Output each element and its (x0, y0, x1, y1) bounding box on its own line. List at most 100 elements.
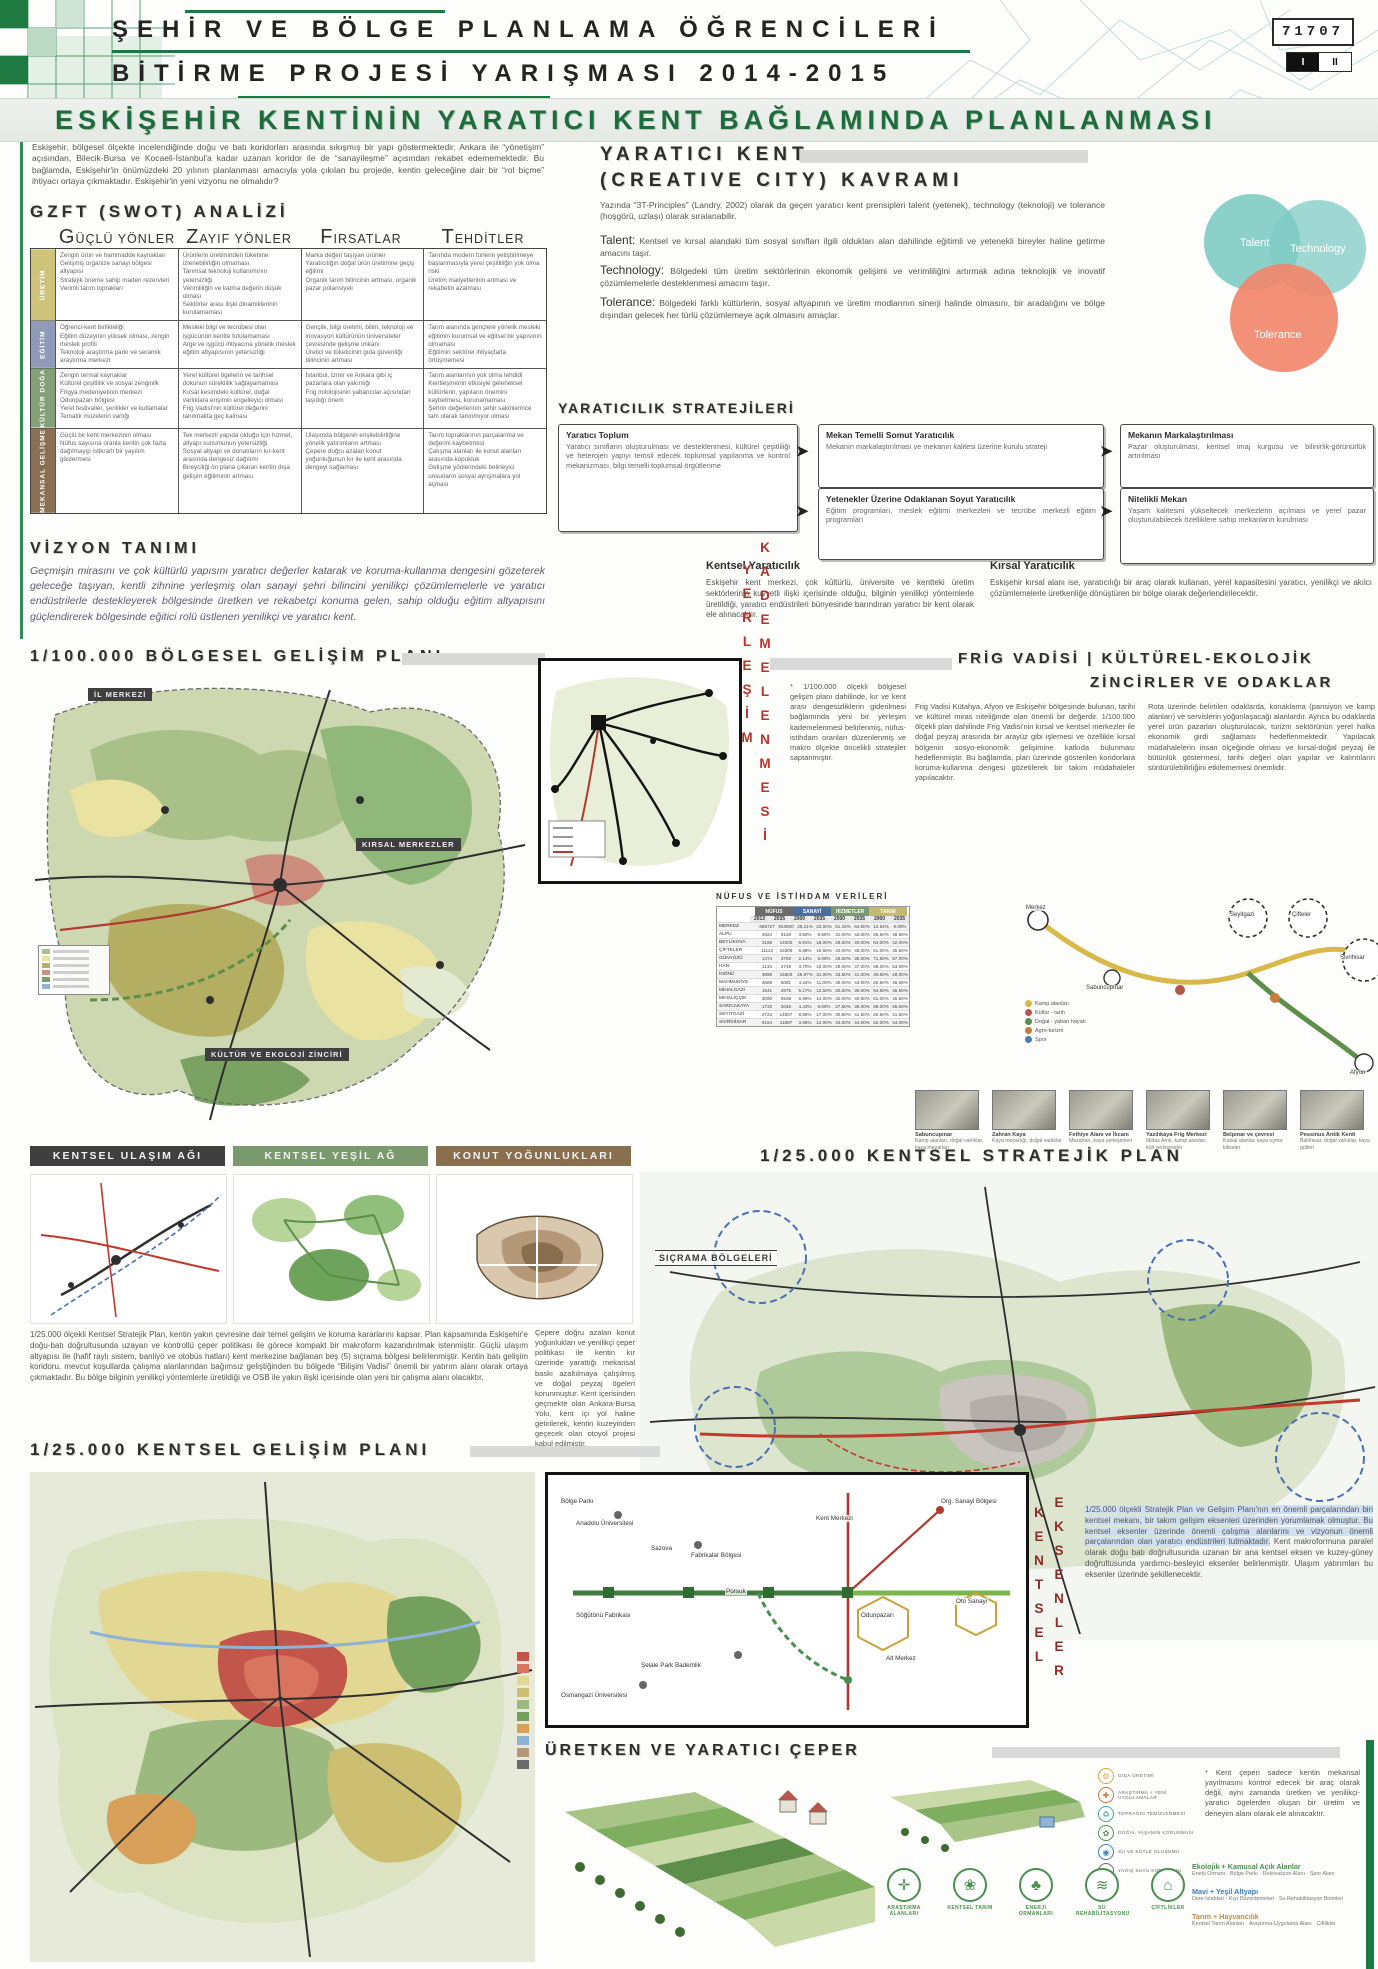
function-label: ARAŞTIRMA + YENİ UYGULAMALAR (1118, 1789, 1167, 1800)
ind-2035: 23.00% (814, 922, 833, 930)
vertical-label-eksenler: EKSENLER (1051, 1495, 1067, 1687)
settlement-hierarchy-inset-map (538, 658, 742, 884)
flow-arrow-icon: ➤ (1100, 443, 1113, 460)
swot-opportunities-cell: İstanbul, İzmir ve Ankara gibi iç pazarl… (300, 369, 424, 428)
photo-caption-title: Pessinus Antik Kenti (1300, 1132, 1356, 1138)
srv-2035: 42.00% (852, 930, 871, 938)
group-tarim: TARIM (869, 907, 907, 916)
swot-strengths-cell: Öğrenci-kent birlikteliği Eğitim düzeyin… (55, 321, 178, 369)
frig-legend-item: Agro-turizm (1025, 1027, 1135, 1034)
ind-2035: 16.50% (814, 946, 833, 954)
year-header: 2035 (849, 916, 869, 922)
axes-paragraph: 1/25.000 ölçekli Stratejik Plan ve Geliş… (1085, 1505, 1373, 1581)
vertical-label-kademelenmesi: KADEMELENMESİ (757, 540, 773, 852)
frig-corridor-diagram (1027, 898, 1378, 1073)
population-row: GÜNYÜZÜ 1474 3792 2.14% 8.00% 26.00% 35.… (717, 954, 909, 962)
agr-2035: 42.00% (890, 938, 909, 946)
pop-2013: 1474 (757, 954, 776, 962)
srv-2035: 40.50% (852, 994, 871, 1002)
pop-2035: 14025 (776, 938, 795, 946)
site-photo (1069, 1090, 1133, 1130)
ind-2000: 6.91% (795, 938, 814, 946)
development-plan-map (30, 1472, 535, 1962)
srv-2035: 41.50% (852, 1010, 871, 1018)
fringe-group-title: Ekolojik + Kamusal Açık Alanlar (1192, 1862, 1301, 1871)
strategy-box-body: Yaşam kalitesini yükseltecek merkezlerin… (1128, 506, 1366, 525)
pop-2035: 2719 (776, 962, 795, 970)
fringe-group-title: Mavi + Yeşil Altyapı (1192, 1887, 1259, 1897)
fringe-group: Mavi + Yeşil Altyapı Dere Islahları · Kı… (1192, 1887, 1360, 1903)
strategy-box-place-concrete: Mekan Temelli Somut Yaratıcılık Mekanın … (818, 424, 1104, 488)
ind-2035: 9.50% (814, 930, 833, 938)
srv-2000: 42.00% (833, 946, 852, 954)
rural-creativity-body: Eskişehir kırsal alanı ise, yaratıcılığı… (990, 578, 1372, 598)
site-photo (992, 1090, 1056, 1130)
ind-2035: 12.00% (814, 1018, 833, 1026)
green-network-minimap (233, 1174, 430, 1324)
ind-2035: 18.00% (814, 938, 833, 946)
ind-2000: 26.21% (795, 922, 814, 930)
vertical-label-kentsel: KENTSEL (1031, 1505, 1047, 1673)
venn-tolerance-label: Tolerance (1254, 329, 1302, 341)
frig-legend-item: Spor (1025, 1036, 1135, 1043)
agr-2035: 44.00% (890, 1018, 909, 1026)
frig-heading-line1: FRİG VADİSİ | KÜLTÜREL-EKOLOJİK (958, 650, 1314, 667)
frig-heading-line2: ZİNCİRLER VE ODAKLAR (1090, 674, 1334, 691)
creative-city-heading2: (CREATIVE CITY) KAVRAMI (600, 170, 964, 191)
pop-2035: 5081 (776, 978, 795, 986)
population-row: SEYİTGAZİ 2722 14007 8.88% 17.00% 30.50%… (717, 1010, 909, 1018)
agr-2035: 28.00% (890, 970, 909, 978)
district-name: BEYLİKOVA (717, 938, 757, 946)
theme-banner: KENTSEL YEŞİL AĞ (233, 1146, 428, 1166)
agr-2035: 53.00% (890, 962, 909, 970)
population-row: MAHMUDİYE 4589 5081 4.34% 11.00% 35.00% … (717, 978, 909, 986)
technology-paragraph: Technology: Bölgedeki tüm üretim sektörl… (600, 262, 1105, 290)
ind-2000: 8.88% (795, 1010, 814, 1018)
pop-2035: 11587 (776, 1018, 795, 1026)
strategy-box-title: Mekanın Markalaştırılması (1128, 430, 1234, 440)
swot-category: MEKANSAL GELİŞME (31, 428, 55, 513)
district-name: MAHMUDİYE (717, 978, 757, 986)
photo-caption-title: Yazılıkaya Frig Merkezi (1146, 1132, 1207, 1138)
ind-2000: 25.97% (795, 970, 814, 978)
axes-label: Osmangazi Üniversitesi (560, 1692, 629, 1699)
pop-2013: 4924 (757, 930, 776, 938)
pop-2035: 15309 (776, 946, 795, 954)
pop-2035: 2875 (776, 986, 795, 994)
frig-heading-sub: KÜLTÜREL-EKOLOJİK (1101, 650, 1314, 667)
swot-threats-cell: Tarım topraklarının parçalanma ve değeri… (423, 428, 546, 513)
pop-2013: 3898 (757, 970, 776, 978)
group-hizmetler: HİZMETLER (831, 907, 869, 916)
swot-category: KÜLTÜR DOĞA (31, 369, 55, 428)
legend-chip-icon (1025, 1018, 1032, 1025)
srv-2000: 32.00% (833, 994, 852, 1002)
district-name: SİVRİHİSAR (717, 1018, 757, 1026)
regional-plan-map (34, 687, 526, 1121)
technology-text: Bölgedeki tüm üretim sektörlerinin ekono… (600, 266, 1105, 289)
frig-photo-item: Zahran Kaya Kaya mezarlığı, doğal varlık… (992, 1090, 1062, 1151)
swot-weaknesses-cell: Yerel kültürel ögelerin ve tarihsel doku… (177, 369, 301, 428)
swot-row: EĞİTİM Öğrenci-kent birlikteliği Eğitim … (31, 321, 546, 370)
site-photo (915, 1090, 979, 1130)
legend-chip-icon (1025, 1027, 1032, 1034)
strategy-box-title: Nitelikli Mekan (1128, 494, 1188, 504)
pop-2013: 11113 (757, 946, 776, 954)
year-header: 2000 (789, 916, 809, 922)
3t-venn-diagram: Talent Technology Tolerance (1204, 194, 1366, 372)
district-name: SARICAKAYA (717, 1002, 757, 1010)
ind-2035: 8.00% (814, 954, 833, 962)
population-table-years: 2013 2035 2000 2035 2000 2035 2000 2035 (717, 916, 909, 922)
header-rule-top (185, 10, 445, 13)
fringe-function-icons: ⚙ GIDA ÜRETİMİ ✚ ARAŞTIRMA + YENİ UYGULA… (1098, 1768, 1198, 1882)
fringe-bottom-label: KENTSEL TARIM (947, 1905, 993, 1911)
photo-caption-body: Mezarları, kaya yerleşimleri (1069, 1138, 1133, 1144)
rural-creativity-title: Kırsal Yaratıcılık (990, 560, 1075, 572)
axes-paragraph-rest: Kent makroformuna paralel olarak doğu ba… (1085, 1537, 1374, 1579)
fringe-bottom-icon: ≋ (1085, 1868, 1119, 1902)
pop-2013: 1134 (757, 962, 776, 970)
frig-node-label: Merkez (1024, 905, 1048, 911)
ceper-title: ÜRETKEN VE YARATICI ÇEPER (545, 1742, 860, 1759)
frig-photo-strip: Sabuncupınar Kamp alanları, doğal varlık… (915, 1090, 1378, 1151)
development-legend-chips (517, 1652, 529, 1769)
fringe-bottom-item: ≋ SU REHABİLİTASYONU (1076, 1868, 1129, 1917)
